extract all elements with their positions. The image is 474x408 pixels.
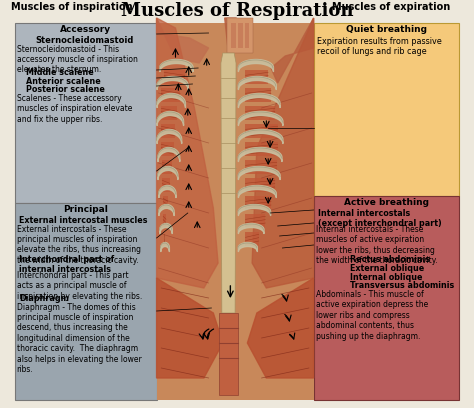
- Polygon shape: [156, 18, 209, 63]
- Bar: [162, 160, 172, 174]
- Bar: [246, 160, 277, 174]
- Text: Internal intercostals - These
muscles of active expiration
lower the ribs, thus : Internal intercostals - These muscles of…: [316, 225, 437, 265]
- Text: Principal: Principal: [63, 205, 108, 214]
- Bar: [246, 88, 271, 102]
- Bar: [245, 23, 249, 48]
- Polygon shape: [156, 18, 218, 288]
- Text: Scalenes - These accessory
muscles of inspiration elevate
and fix the upper ribs: Scalenes - These accessory muscles of in…: [17, 94, 132, 124]
- Bar: [161, 142, 173, 156]
- Text: External intercostals - These
principal muscles of inspiration
elevate the ribs,: External intercostals - These principal …: [17, 225, 141, 265]
- Text: Muscles of expiration: Muscles of expiration: [332, 2, 450, 12]
- Bar: [161, 124, 175, 138]
- Text: Muscles of inspiration: Muscles of inspiration: [10, 2, 132, 12]
- Bar: [163, 196, 168, 210]
- Polygon shape: [156, 278, 223, 378]
- Bar: [231, 23, 236, 48]
- Bar: [161, 106, 177, 120]
- Text: Middle scalene: Middle scalene: [26, 68, 94, 77]
- Bar: [246, 196, 271, 210]
- Polygon shape: [247, 278, 314, 378]
- Text: Abdominals - This muscle of
active expiration depress the
lower ribs and compres: Abdominals - This muscle of active expir…: [316, 290, 428, 341]
- Text: Sternocleidomastoid: Sternocleidomastoid: [36, 36, 134, 45]
- Text: Diaphragm - The domes of this
principal muscle of inspiration
descend, thus incr: Diaphragm - The domes of this principal …: [17, 303, 141, 374]
- Text: Anterior scalene: Anterior scalene: [26, 77, 101, 86]
- Bar: [246, 142, 278, 156]
- Bar: [164, 70, 185, 84]
- Text: Quiet breathing: Quiet breathing: [346, 25, 427, 34]
- Text: Active breathing: Active breathing: [344, 198, 429, 207]
- Text: Rectus abdominis: Rectus abdominis: [349, 255, 430, 264]
- Text: External oblique: External oblique: [349, 264, 424, 273]
- Polygon shape: [221, 53, 236, 313]
- Text: Interchondral part of
internal intercostals: Interchondral part of internal intercost…: [19, 255, 115, 275]
- Text: Sternocleidomastoid - This
accessory muscle of inspiration
elevates the sternum.: Sternocleidomastoid - This accessory mus…: [17, 45, 137, 75]
- Text: Expiration results from passive
recoil of lungs and rib cage: Expiration results from passive recoil o…: [318, 37, 442, 56]
- Polygon shape: [271, 18, 314, 83]
- Text: Transversus abdominis: Transversus abdominis: [349, 281, 454, 290]
- Polygon shape: [225, 18, 240, 53]
- Text: Posterior scalene: Posterior scalene: [26, 85, 105, 94]
- FancyBboxPatch shape: [15, 23, 156, 203]
- Bar: [219, 313, 238, 395]
- Bar: [162, 178, 170, 192]
- Text: External intercostal muscles: External intercostal muscles: [19, 216, 148, 225]
- Bar: [246, 232, 259, 246]
- Text: Diaphragm: Diaphragm: [19, 294, 69, 303]
- Bar: [246, 124, 278, 138]
- Text: Muscles of Respiration: Muscles of Respiration: [121, 2, 353, 20]
- FancyBboxPatch shape: [314, 196, 459, 400]
- Bar: [156, 23, 314, 400]
- Text: Accessory: Accessory: [60, 25, 111, 34]
- Bar: [246, 106, 275, 120]
- Bar: [163, 214, 166, 228]
- Text: Internal oblique: Internal oblique: [349, 273, 422, 282]
- Bar: [238, 23, 243, 48]
- Text: Internal intercostals
(except interchondral part): Internal intercostals (except interchond…: [319, 209, 442, 228]
- Bar: [246, 70, 268, 84]
- FancyBboxPatch shape: [314, 23, 459, 196]
- Bar: [227, 18, 253, 53]
- FancyBboxPatch shape: [15, 203, 156, 400]
- Bar: [161, 88, 180, 102]
- Text: Interchondral part - This part
acts as a principal muscle of
inspiration by elev: Interchondral part - This part acts as a…: [17, 271, 142, 301]
- Bar: [246, 214, 265, 228]
- Bar: [246, 178, 275, 192]
- Polygon shape: [252, 18, 314, 288]
